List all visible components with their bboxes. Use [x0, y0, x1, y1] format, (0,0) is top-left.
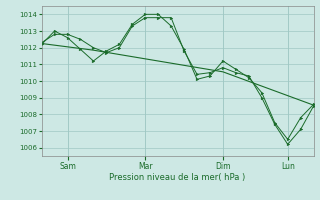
X-axis label: Pression niveau de la mer( hPa ): Pression niveau de la mer( hPa ): [109, 173, 246, 182]
